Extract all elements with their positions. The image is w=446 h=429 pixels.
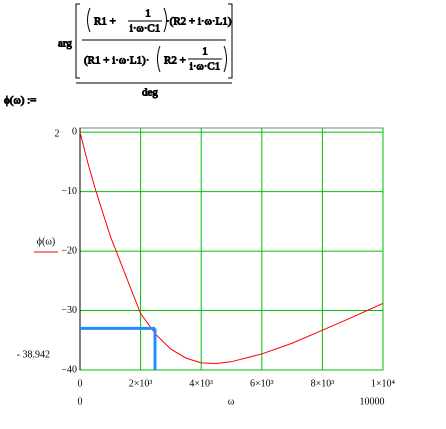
paren <box>157 45 227 73</box>
x-tick-label: 0 <box>78 378 83 389</box>
x-tick-label: 6×10³ <box>250 378 274 389</box>
y-axis-label: ϕ(ω) <box>37 236 56 247</box>
bracket <box>75 3 233 79</box>
formula-text: R2 + <box>164 55 186 67</box>
formula-lhs: ϕ(ω) := <box>4 95 36 107</box>
formula-text: ·(R2 + i·ω·L1) <box>166 16 232 28</box>
y-limit-label: 2 <box>55 128 60 139</box>
y-tick-label: −10 <box>61 186 77 197</box>
data-line <box>79 132 384 364</box>
formula-text: i·ω·C1 <box>130 23 160 35</box>
x-tick-label: 8×10³ <box>311 378 335 389</box>
formula-text: i·ω·C1 <box>190 61 220 73</box>
formula-text: (R1 + i·ω·L1)· <box>84 55 149 67</box>
formula-text: 1 <box>145 8 151 20</box>
y-tick-label: −30 <box>61 305 77 316</box>
formula: ϕ(ω) := arg R1 + 1 i·ω·C1 ·(R2 + i·ω·L1)… <box>4 3 233 107</box>
x-limit-label: 0 <box>78 396 83 407</box>
y-tick-label: −40 <box>61 364 77 375</box>
marker-label: - 38.942 <box>17 349 50 360</box>
formula-arg: arg <box>58 38 72 50</box>
formula-deg: deg <box>142 87 158 99</box>
y-tick-label: −20 <box>61 245 77 256</box>
paren <box>87 7 167 33</box>
x-limit-label: 10000 <box>360 396 385 407</box>
y-tick-label: 0 <box>72 126 77 137</box>
x-tick-label: 2×10³ <box>129 378 153 389</box>
formula-text: R1 + <box>94 16 116 28</box>
x-axis-label: ω <box>228 396 235 407</box>
formula-text: 1 <box>202 46 208 58</box>
plot-area <box>79 127 384 371</box>
x-tick-label: 1×10⁴ <box>371 378 396 389</box>
x-tick-label: 4×10³ <box>189 378 213 389</box>
